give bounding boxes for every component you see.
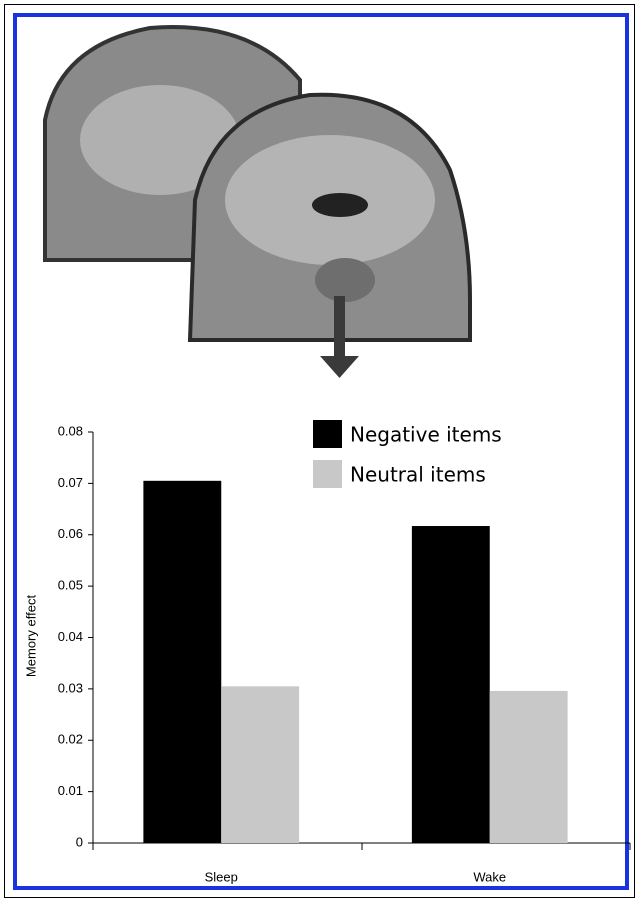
y-tick-label: 0.08 xyxy=(58,423,83,438)
legend-label: Neutral items xyxy=(350,463,486,487)
legend-label: Negative items xyxy=(350,423,502,447)
brainstem xyxy=(315,258,375,302)
y-tick-label: 0.01 xyxy=(58,783,83,798)
x-tick-label: Wake xyxy=(473,869,506,884)
y-axis-title: Memory effect xyxy=(23,595,38,678)
y-tick-label: 0.02 xyxy=(58,732,83,747)
figure: Memory effect 0 0.01 0.02 0.03 0.04 0.05 0.06 0… xyxy=(0,0,639,902)
legend-swatch xyxy=(313,460,342,488)
y-tick-label: 0.06 xyxy=(58,526,83,541)
x-tick-label: Sleep xyxy=(205,869,238,884)
bar xyxy=(143,481,221,843)
bar xyxy=(221,686,299,843)
y-tick-label: 0.03 xyxy=(58,680,83,695)
y-tick-label: 0.04 xyxy=(58,629,83,644)
y-tick-label: 0 xyxy=(76,834,83,849)
ventricle xyxy=(312,193,368,217)
arrow-shaft xyxy=(334,296,345,358)
bar xyxy=(412,526,490,843)
y-tick-label: 0.05 xyxy=(58,578,83,593)
y-tick-label: 0.07 xyxy=(58,475,83,490)
bar xyxy=(490,691,568,843)
legend-swatch xyxy=(313,420,342,448)
